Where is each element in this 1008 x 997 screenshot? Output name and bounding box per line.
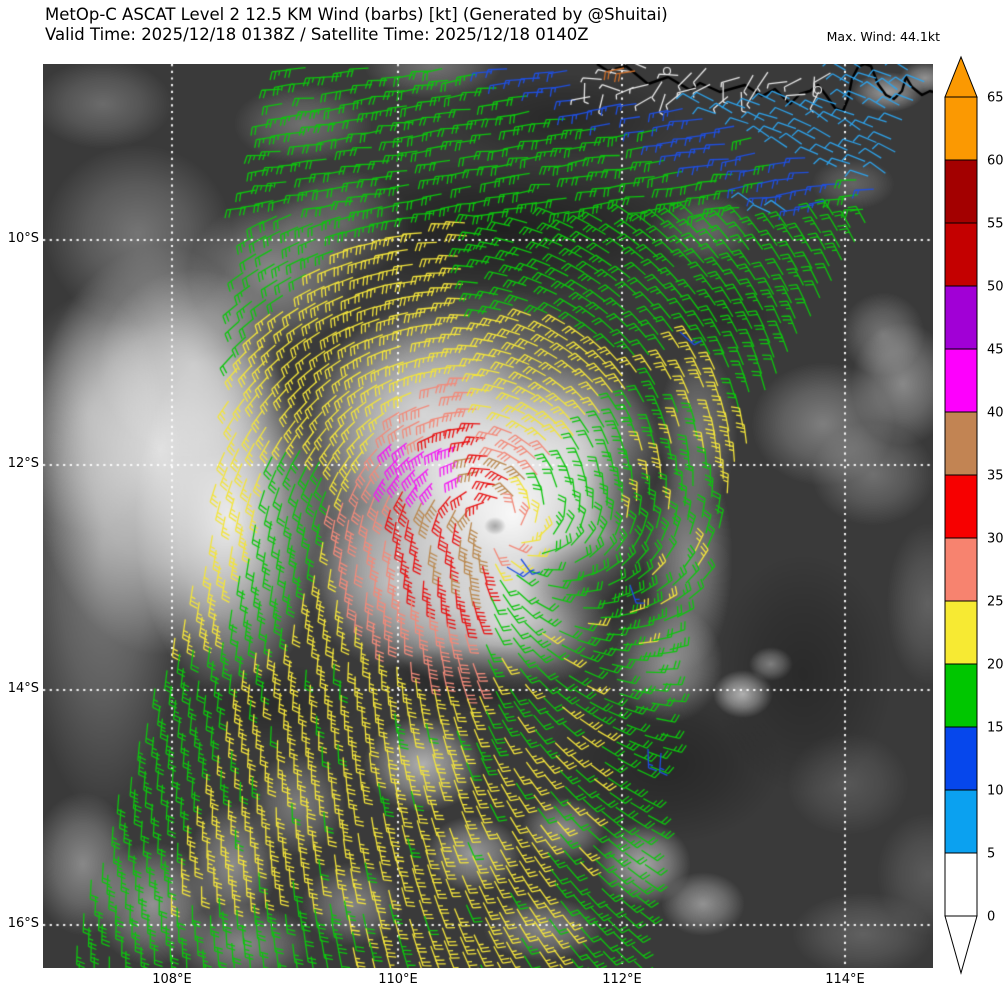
colorbar-tick-label: 25 [987, 595, 1004, 610]
colorbar-tick-label: 50 [987, 280, 1004, 295]
colorbar-segment [944, 789, 978, 854]
colorbar-segment [944, 348, 978, 413]
colorbar-tick-label: 60 [987, 154, 1004, 169]
colorbar-segment [944, 285, 978, 350]
colorbar-segment [944, 537, 978, 602]
colorbar-tick-label: 55 [987, 217, 1004, 232]
lon-tick-label: 108°E [152, 972, 192, 987]
lat-tick-label: 12°S [7, 456, 39, 471]
plot-title: MetOp-C ASCAT Level 2 12.5 KM Wind (barb… [45, 5, 668, 24]
colorbar-segment [944, 222, 978, 287]
satellite-wind-barb-map [43, 64, 933, 968]
colorbar-segment [944, 411, 978, 476]
colorbar-segment [944, 96, 978, 161]
colorbar-tick-label: 10 [987, 784, 1004, 799]
colorbar-segment [944, 474, 978, 539]
lat-tick-label: 10°S [7, 231, 39, 246]
colorbar-segment [944, 600, 978, 665]
lon-tick-label: 110°E [378, 972, 418, 987]
colorbar-tick-label: 5 [987, 847, 995, 862]
colorbar-over-arrow [944, 55, 978, 98]
colorbar-tick-label: 15 [987, 721, 1004, 736]
max-wind-label: Max. Wind: 44.1kt [826, 29, 940, 44]
colorbar-tick-label: 65 [987, 91, 1004, 106]
lat-tick-label: 16°S [7, 916, 39, 931]
plot-subtitle: Valid Time: 2025/12/18 0138Z / Satellite… [45, 25, 589, 44]
colorbar-segment [944, 726, 978, 791]
colorbar-tick-label: 35 [987, 469, 1004, 484]
colorbar-tick-label: 30 [987, 532, 1004, 547]
lat-tick-label: 14°S [7, 681, 39, 696]
colorbar-under-arrow [944, 915, 978, 975]
colorbar-tick-label: 20 [987, 658, 1004, 673]
colorbar-tick-label: 40 [987, 406, 1004, 421]
colorbar-segment [944, 159, 978, 224]
lon-tick-label: 114°E [825, 972, 865, 987]
colorbar-segment [944, 663, 978, 728]
colorbar-tick-label: 45 [987, 343, 1004, 358]
colorbar-segment [944, 852, 978, 917]
lon-tick-label: 112°E [602, 972, 642, 987]
colorbar-tick-label: 0 [987, 910, 995, 925]
